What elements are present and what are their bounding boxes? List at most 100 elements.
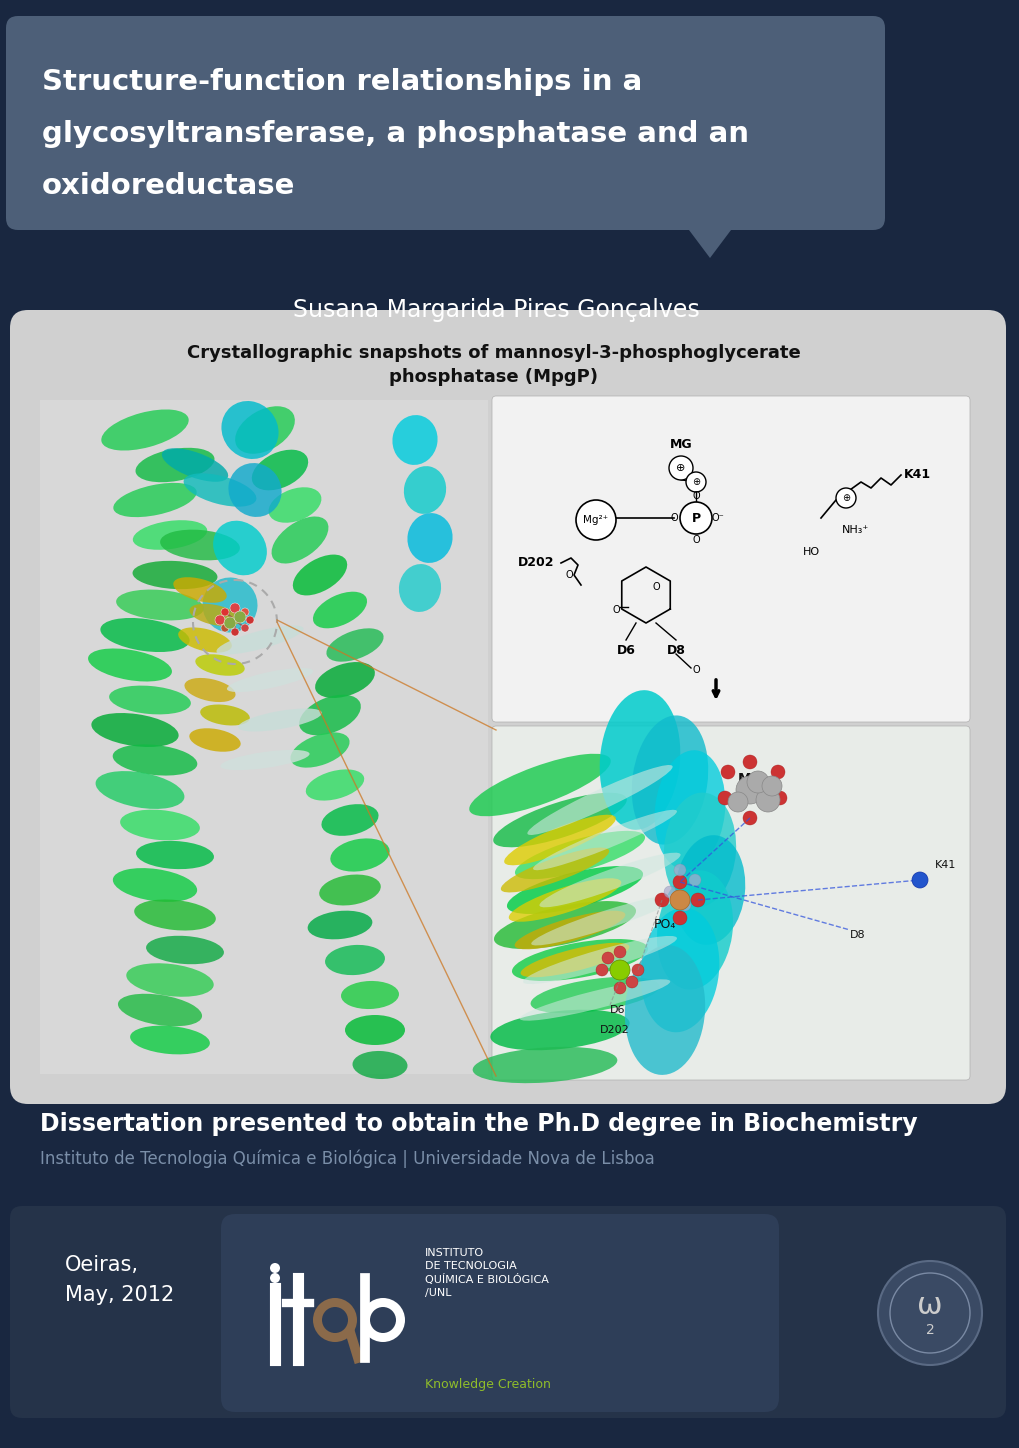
Ellipse shape — [120, 809, 200, 840]
Ellipse shape — [136, 447, 214, 482]
Circle shape — [755, 788, 780, 812]
Ellipse shape — [132, 560, 217, 589]
Circle shape — [595, 964, 607, 976]
Ellipse shape — [308, 911, 372, 940]
Ellipse shape — [112, 744, 197, 776]
Circle shape — [270, 1263, 280, 1273]
Ellipse shape — [508, 879, 621, 922]
Circle shape — [230, 628, 238, 636]
Ellipse shape — [292, 555, 346, 595]
Ellipse shape — [493, 792, 627, 847]
Ellipse shape — [340, 980, 398, 1009]
Ellipse shape — [523, 935, 677, 985]
Ellipse shape — [500, 847, 608, 892]
Ellipse shape — [96, 772, 184, 809]
Ellipse shape — [213, 521, 267, 575]
Circle shape — [663, 886, 676, 898]
Text: D6: D6 — [609, 1005, 625, 1015]
Circle shape — [613, 982, 626, 993]
Text: NH₃⁺: NH₃⁺ — [842, 526, 869, 534]
Ellipse shape — [113, 869, 197, 902]
Ellipse shape — [640, 908, 718, 1032]
Circle shape — [654, 893, 668, 906]
Ellipse shape — [88, 649, 172, 682]
Text: oxidoreductase: oxidoreductase — [42, 172, 296, 200]
Ellipse shape — [116, 589, 204, 620]
Ellipse shape — [398, 565, 440, 613]
Ellipse shape — [520, 943, 629, 977]
Ellipse shape — [183, 473, 256, 507]
Circle shape — [240, 608, 249, 615]
Ellipse shape — [92, 712, 178, 747]
Ellipse shape — [268, 488, 321, 523]
Ellipse shape — [404, 466, 445, 514]
Text: O: O — [692, 491, 699, 501]
Text: D202: D202 — [599, 1025, 629, 1035]
Ellipse shape — [221, 401, 278, 459]
Ellipse shape — [353, 1051, 407, 1079]
Circle shape — [240, 624, 249, 631]
Circle shape — [836, 488, 855, 508]
Circle shape — [877, 1261, 981, 1365]
Circle shape — [690, 893, 704, 906]
Circle shape — [742, 754, 756, 769]
Text: K41: K41 — [934, 860, 956, 870]
Circle shape — [742, 811, 756, 825]
Text: O: O — [651, 582, 659, 592]
Circle shape — [361, 1297, 405, 1342]
Text: ω: ω — [916, 1290, 942, 1319]
FancyBboxPatch shape — [10, 310, 1005, 1103]
Circle shape — [673, 911, 687, 925]
Text: Susana Margarida Pires Gonçalves: Susana Margarida Pires Gonçalves — [292, 298, 699, 321]
Ellipse shape — [203, 578, 257, 633]
Text: O⁻: O⁻ — [711, 513, 723, 523]
Text: glycosyltransferase, a phosphatase and an: glycosyltransferase, a phosphatase and a… — [42, 120, 748, 148]
Text: K41: K41 — [903, 469, 930, 482]
Ellipse shape — [160, 530, 239, 560]
Ellipse shape — [326, 628, 383, 662]
Ellipse shape — [306, 769, 364, 801]
Circle shape — [688, 875, 700, 886]
Ellipse shape — [190, 728, 240, 752]
Circle shape — [728, 792, 747, 812]
Circle shape — [609, 960, 630, 980]
Text: Dissertation presented to obtain the Ph.D degree in Biochemistry: Dissertation presented to obtain the Ph.… — [40, 1112, 917, 1137]
Text: D8: D8 — [665, 643, 685, 656]
Circle shape — [215, 615, 225, 626]
Ellipse shape — [109, 685, 191, 714]
Text: D6: D6 — [615, 643, 635, 656]
Ellipse shape — [321, 804, 378, 835]
Ellipse shape — [531, 895, 678, 946]
Polygon shape — [680, 219, 739, 258]
Circle shape — [221, 608, 229, 615]
FancyBboxPatch shape — [221, 1213, 779, 1412]
Text: O: O — [692, 665, 699, 675]
Text: MG: MG — [737, 772, 762, 786]
Ellipse shape — [599, 691, 680, 830]
Text: PO₄: PO₄ — [653, 918, 676, 931]
Text: INSTITUTO
DE TECNOLOGIA
QUÍMICA E BIOLÓGICA
/UNL: INSTITUTO DE TECNOLOGIA QUÍMICA E BIOLÓG… — [425, 1248, 548, 1297]
Ellipse shape — [533, 809, 677, 870]
Ellipse shape — [330, 838, 389, 872]
Ellipse shape — [313, 592, 367, 628]
Ellipse shape — [146, 935, 224, 964]
Circle shape — [270, 1273, 280, 1283]
Text: Mg²⁺: Mg²⁺ — [583, 515, 608, 526]
Ellipse shape — [539, 853, 680, 908]
Ellipse shape — [515, 911, 625, 950]
Ellipse shape — [469, 754, 610, 817]
Circle shape — [770, 765, 785, 779]
Ellipse shape — [113, 482, 197, 517]
Circle shape — [680, 502, 711, 534]
FancyBboxPatch shape — [491, 725, 969, 1080]
Ellipse shape — [315, 662, 375, 698]
Ellipse shape — [527, 765, 672, 835]
Ellipse shape — [512, 938, 647, 980]
Ellipse shape — [530, 977, 658, 1014]
Text: Oeiras,
May, 2012: Oeiras, May, 2012 — [65, 1255, 174, 1305]
Ellipse shape — [173, 578, 226, 602]
Text: Knowledge Creation: Knowledge Creation — [425, 1378, 550, 1392]
Ellipse shape — [126, 963, 214, 996]
Ellipse shape — [493, 901, 636, 948]
Text: ⊕: ⊕ — [691, 476, 699, 487]
